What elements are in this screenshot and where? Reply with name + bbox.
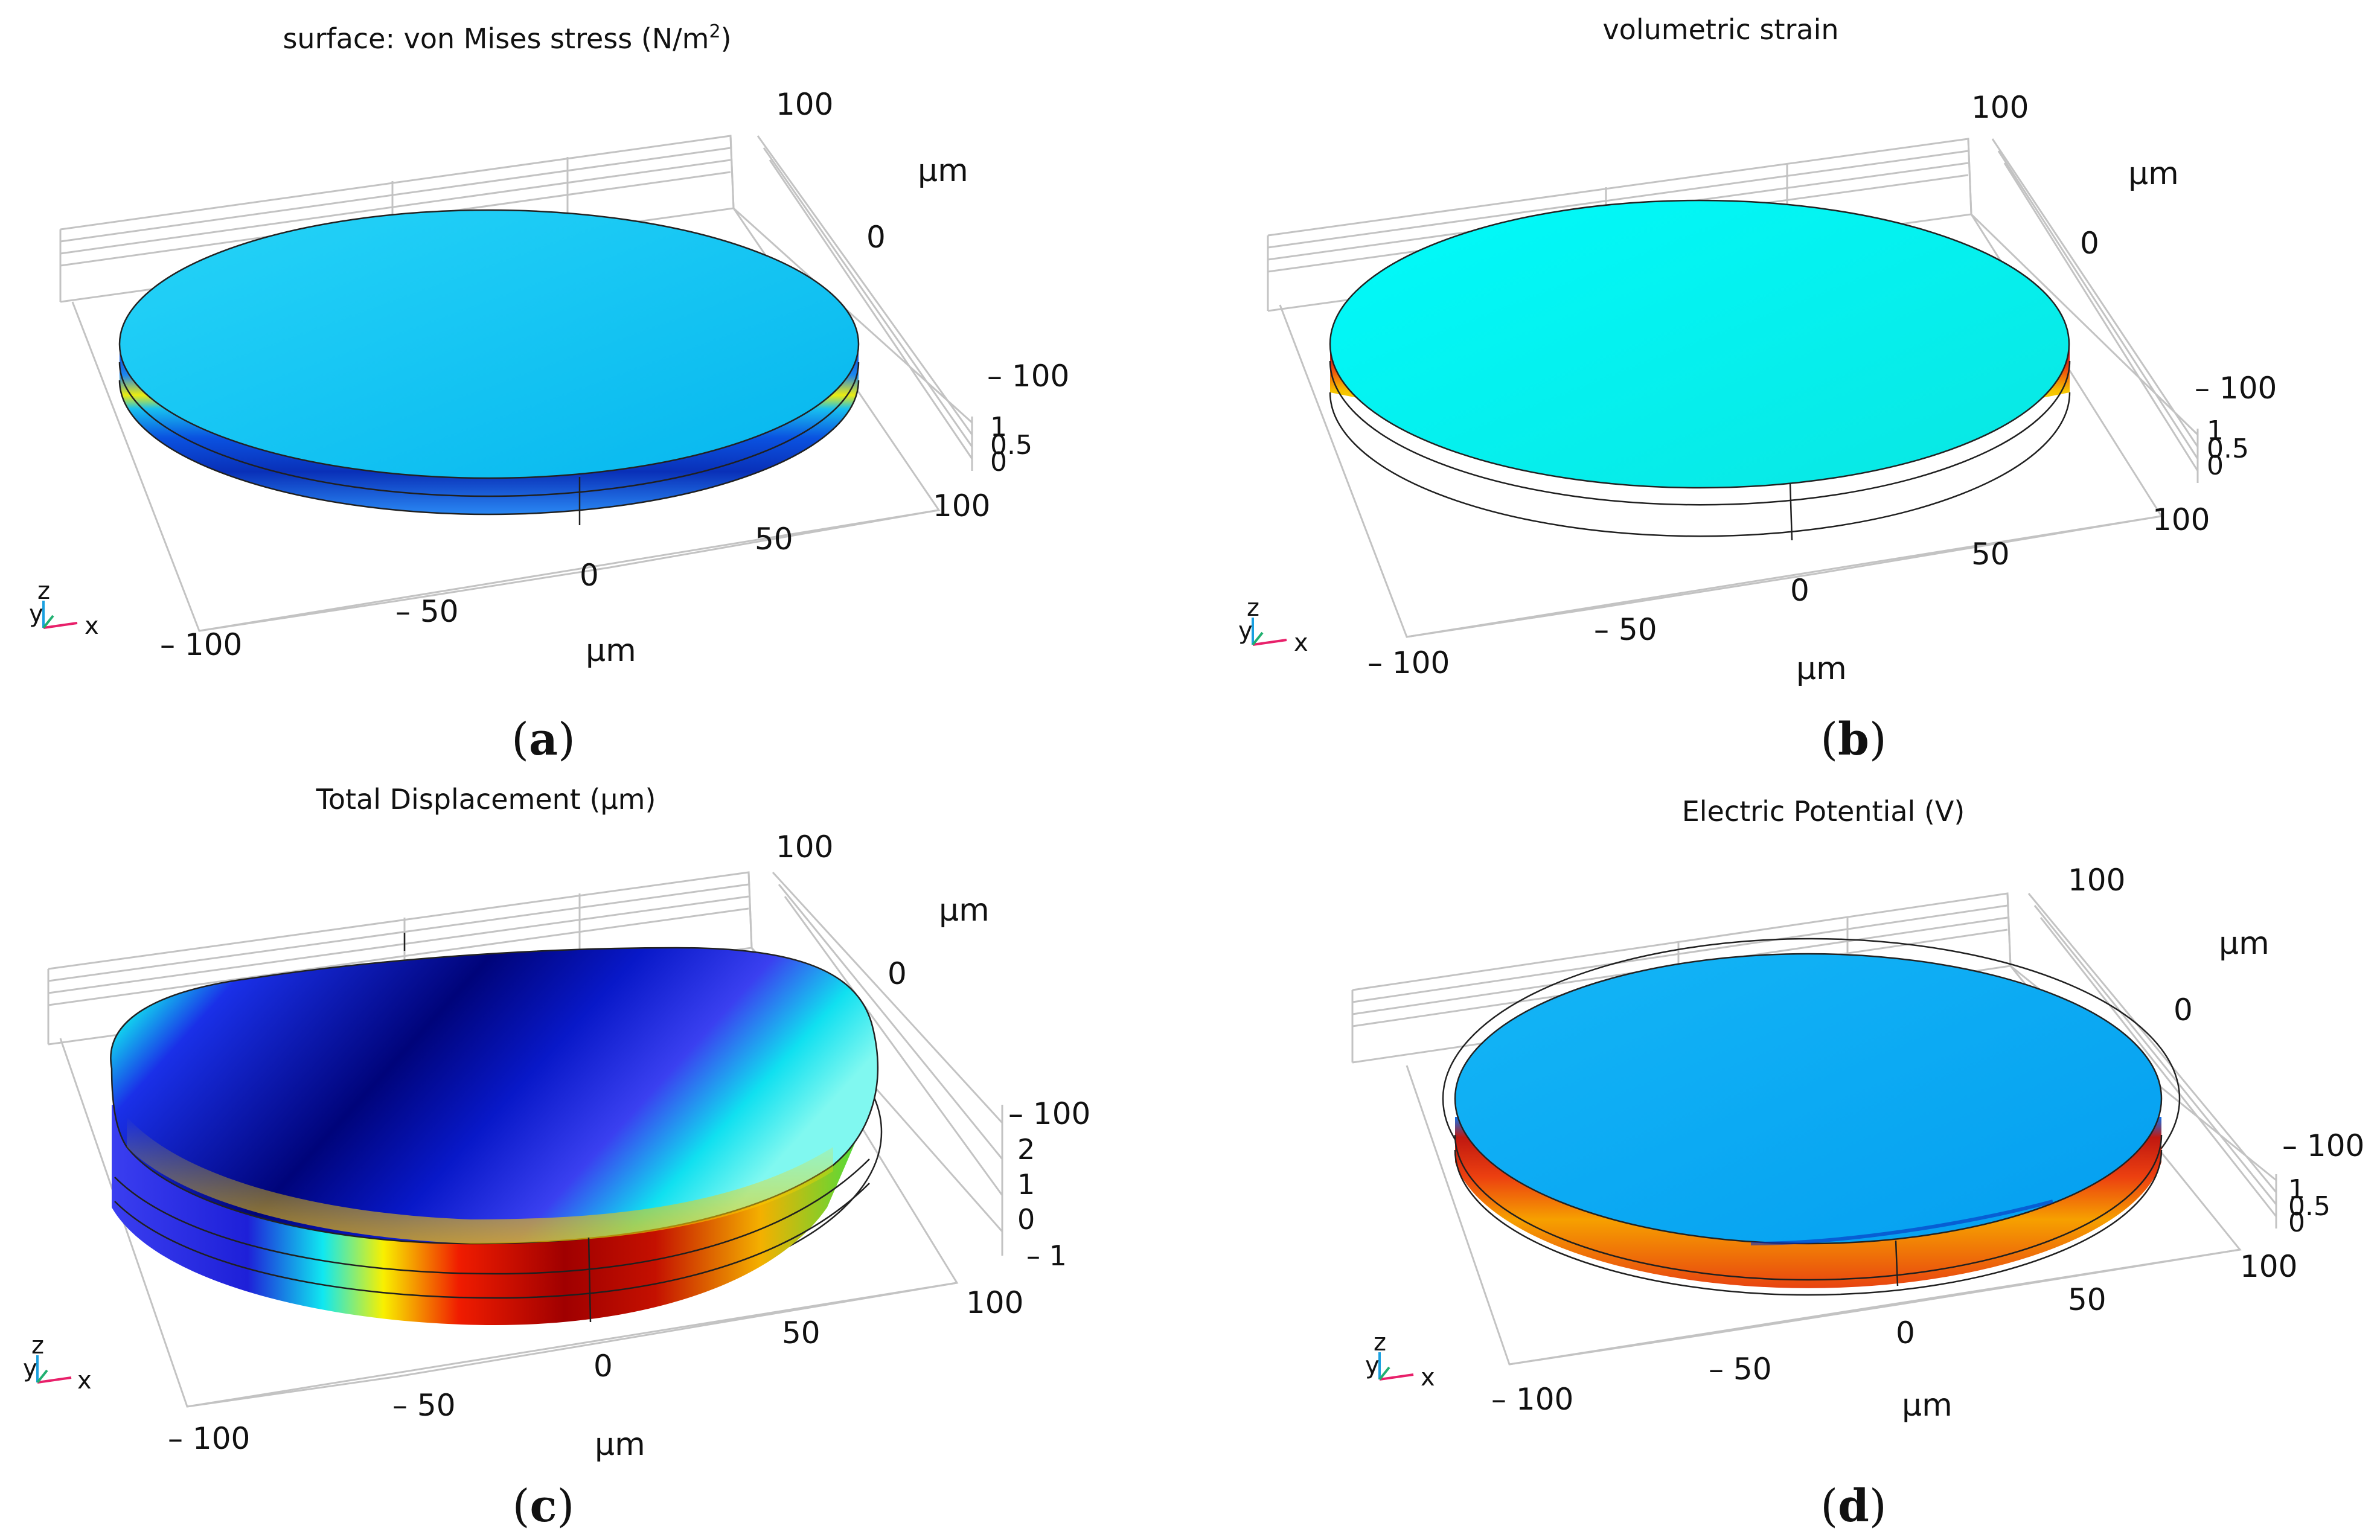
panel-b-ztick-0.5: 0.5 (2207, 433, 2249, 464)
panel-d-xtick-minus50: – 50 (1709, 1352, 1772, 1387)
svg-text:z: z (1247, 594, 1259, 622)
panel-c-disc (110, 933, 883, 1325)
panel-c-caption: (c) (513, 1480, 575, 1532)
panel-d-xtick-50: 50 (2068, 1282, 2106, 1317)
panel-b-ytick-0: 0 (2080, 226, 2099, 261)
panel-d-ytick-minus100: – 100 (2282, 1128, 2364, 1163)
panel-b-ztick-1: 1 (2207, 415, 2224, 446)
panel-d-ztick-1: 1 (2288, 1174, 2305, 1205)
panel-a-disc (118, 209, 860, 525)
panel-b-disc-top (1329, 199, 2070, 489)
panel-c-xtick-100: 100 (966, 1285, 1023, 1320)
svg-text:x: x (85, 612, 99, 640)
panel-b-xtick-minus50: – 50 (1594, 612, 1657, 647)
panel-d-caption: (d) (1820, 1480, 1887, 1532)
panel-a-axis-triad: z y x (29, 577, 99, 640)
panel-b-disc (1329, 199, 2071, 541)
panel-a-xtick-minus100: – 100 (160, 627, 242, 662)
panel-a-caption: (a) (511, 714, 575, 765)
panel-d-title: Electric Potential (V) (1682, 795, 1965, 828)
panel-d-ztick-0: 0 (2288, 1207, 2305, 1238)
panel-d-xtick-minus100: – 100 (1491, 1382, 1573, 1417)
panel-a-ztick-0.5: 0.5 (990, 430, 1032, 461)
svg-text:z: z (31, 1332, 44, 1359)
panel-c-xtick-minus50: – 50 (392, 1388, 456, 1423)
panel-c-y-unit: μm (939, 892, 990, 928)
panel-c-xtick-50: 50 (782, 1315, 821, 1350)
panel-c-ztick-2: 2 (1017, 1133, 1035, 1166)
panel-a: surface: von Mises stress (N/m2) (29, 21, 1069, 765)
panel-d-axis-triad: z y x (1365, 1329, 1435, 1391)
svg-text:y: y (29, 600, 43, 628)
panel-c-ytick-100: 100 (776, 829, 833, 864)
svg-text:x: x (1421, 1364, 1435, 1391)
svg-text:z: z (1374, 1329, 1386, 1356)
panel-a-ztick-1: 1 (990, 412, 1007, 443)
panel-c-ytick-minus100: – 100 (1008, 1096, 1090, 1131)
panel-d-xtick-100: 100 (2240, 1249, 2297, 1284)
panel-a-title: surface: von Mises stress (N/m2) (283, 21, 731, 55)
panel-c-ytick-0: 0 (888, 956, 907, 991)
panel-b-ztick-0: 0 (2207, 450, 2224, 481)
panel-b-xtick-0: 0 (1790, 573, 1809, 608)
panel-c-title: Total Displacement (μm) (316, 783, 656, 816)
panel-d: Electric Potential (V) (1351, 795, 2364, 1532)
panel-c-ztick-minus1: – 1 (1026, 1239, 1067, 1272)
panel-c: Total Displacement (μm) (23, 783, 1090, 1532)
panel-c-disc-top (110, 947, 879, 1245)
panel-a-xtick-minus50: – 50 (395, 594, 459, 629)
panel-d-disc-top (1454, 953, 2163, 1245)
panel-b-ytick-100: 100 (1971, 90, 2029, 125)
panel-c-ztick-1: 1 (1017, 1168, 1035, 1201)
panel-a-disc-top (118, 209, 860, 479)
panel-d-xtick-0: 0 (1896, 1315, 1915, 1350)
panel-d-disc (1442, 938, 2181, 1296)
panel-d-ytick-0: 0 (2174, 992, 2193, 1027)
svg-text:y: y (1365, 1352, 1380, 1379)
panel-c-axis-triad: z y x (23, 1332, 92, 1395)
svg-text:y: y (23, 1355, 37, 1382)
svg-text:x: x (1294, 629, 1308, 657)
panel-d-y-unit: μm (2219, 925, 2270, 962)
panel-a-y-unit: μm (918, 153, 968, 189)
svg-text:y: y (1238, 617, 1253, 645)
panel-b-x-unit: μm (1796, 651, 1847, 687)
panel-b-y-unit: μm (2128, 156, 2179, 192)
panel-c-xtick-minus100: – 100 (168, 1421, 250, 1456)
panel-c-xtick-0: 0 (593, 1349, 613, 1384)
panel-a-xtick-50: 50 (755, 522, 793, 557)
panel-a-grid (59, 135, 973, 632)
svg-text:z: z (37, 577, 50, 605)
panel-b-caption: (b) (1820, 714, 1887, 765)
svg-text:x: x (77, 1367, 92, 1395)
panel-b-title: volumetric strain (1602, 13, 1838, 46)
panel-a-ytick-0: 0 (866, 220, 886, 255)
panel-d-ytick-100: 100 (2068, 863, 2125, 898)
panel-c-x-unit: μm (595, 1427, 645, 1463)
panel-a-ztick-0: 0 (990, 447, 1007, 478)
panel-a-xtick-0: 0 (580, 558, 599, 593)
panel-a-x-unit: μm (586, 633, 636, 669)
panel-a-ytick-100: 100 (776, 87, 833, 122)
panel-d-ztick-0.5: 0.5 (2288, 1191, 2330, 1222)
panel-b-axis-triad: z y x (1238, 594, 1308, 657)
panel-b: volumetric strain 1 (1238, 13, 2277, 765)
panel-b-xtick-100: 100 (2152, 502, 2210, 537)
panel-b-ytick-minus100: – 100 (2195, 371, 2277, 406)
panel-d-x-unit: μm (1902, 1387, 1953, 1423)
panel-b-xtick-minus100: – 100 (1368, 645, 1450, 680)
panel-a-xtick-100: 100 (933, 488, 990, 523)
panel-c-ztick-0: 0 (1017, 1203, 1035, 1236)
panel-b-xtick-50: 50 (1971, 537, 2010, 572)
panel-a-ytick-minus100: – 100 (987, 359, 1069, 394)
